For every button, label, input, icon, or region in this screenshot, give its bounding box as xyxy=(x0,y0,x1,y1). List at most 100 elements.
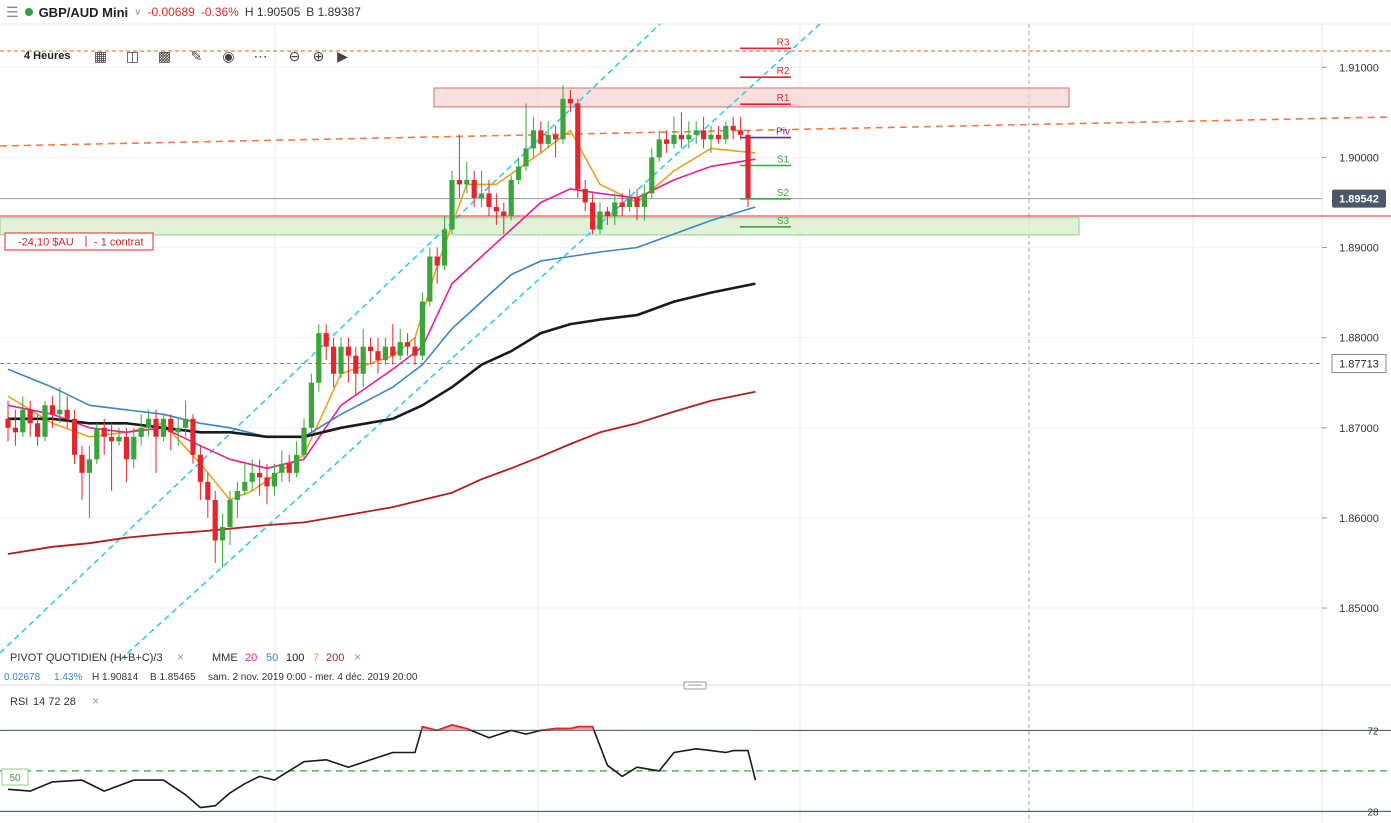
rsi-line-overbought xyxy=(420,724,595,731)
save-layout-icon[interactable]: ◫ xyxy=(125,48,140,64)
rsi-close-icon[interactable]: × xyxy=(92,694,99,708)
candle-body xyxy=(501,211,507,216)
ma-line-mme-100 xyxy=(8,282,756,439)
candle-body xyxy=(57,409,63,415)
candle-body xyxy=(427,256,433,302)
candle-body xyxy=(375,351,381,361)
current-price-label: 1.89542 xyxy=(1339,194,1379,206)
candle-body xyxy=(619,202,625,207)
pivot-close-icon[interactable]: × xyxy=(177,650,184,664)
rsi-mid-tag: 50 xyxy=(1,768,29,786)
rsi-legend-name[interactable]: RSI xyxy=(10,696,28,708)
candle-body xyxy=(553,134,559,140)
price-tick-label: 1.88000 xyxy=(1339,333,1379,345)
candle-body xyxy=(678,134,684,140)
candle-body xyxy=(508,179,514,216)
candle-body xyxy=(708,134,714,140)
session-high: H 1.90505 xyxy=(244,5,301,19)
ma-line-mme-20 xyxy=(7,158,756,470)
candle-body xyxy=(449,179,455,230)
channel-lower-line[interactable] xyxy=(119,23,821,661)
candle-body xyxy=(493,206,499,212)
candle-body xyxy=(205,481,211,500)
mme-period-20: 20 xyxy=(245,652,257,664)
rsi-overbought-fill xyxy=(421,724,595,731)
symbol-title[interactable]: GBP/AUD Mini xyxy=(38,4,129,20)
support-zone[interactable] xyxy=(0,217,1080,236)
visibility-eye-icon[interactable]: ◉ xyxy=(222,48,235,64)
current-price-tag: 1.89542 xyxy=(1332,189,1386,208)
candle-body xyxy=(456,179,462,185)
pivot-label-r2: R2 xyxy=(777,66,790,77)
candle-body xyxy=(412,346,418,356)
candle-body xyxy=(612,202,618,216)
scroll-to-end-icon[interactable]: ▶ xyxy=(337,48,348,64)
hamburger-menu-icon[interactable]: ☰ xyxy=(6,3,19,20)
trend-line[interactable] xyxy=(0,116,1391,147)
candle-body xyxy=(249,472,255,482)
pivot-label-s3: S3 xyxy=(777,216,790,227)
mme-period-100: 100 xyxy=(286,652,304,664)
candle-body xyxy=(138,427,144,437)
timeframe-selector[interactable]: 4 Heures xyxy=(24,50,71,62)
candle-body xyxy=(715,134,721,140)
candle-body xyxy=(227,499,233,527)
price-tick-label: 1.89000 xyxy=(1339,243,1379,255)
candle-body xyxy=(390,346,396,356)
candle-body xyxy=(123,436,129,460)
resistance-zone[interactable] xyxy=(433,87,1070,108)
more-options-icon[interactable]: ⋯ xyxy=(253,48,268,64)
symbol-dropdown-chevron-icon[interactable]: ∨ xyxy=(134,6,142,18)
mme-close-icon[interactable]: × xyxy=(354,650,361,664)
rsi-tick-label: 28 xyxy=(1367,807,1379,818)
candle-body xyxy=(634,197,640,207)
candle-body xyxy=(242,481,248,491)
candle-body xyxy=(301,427,307,455)
candle-body xyxy=(27,409,33,424)
candle-body xyxy=(649,157,655,194)
pivot-legend[interactable]: PIVOT QUOTIDIEN (H+B+C)/3 xyxy=(10,652,163,664)
candle-body xyxy=(94,427,100,460)
mme-legend-label[interactable]: MME xyxy=(212,652,238,664)
indicators-icon[interactable]: ▩ xyxy=(157,48,172,64)
candle-body xyxy=(153,418,159,437)
candle-body xyxy=(627,197,633,207)
pivot-label-r1: R1 xyxy=(777,93,790,104)
candle-body xyxy=(671,134,677,144)
zoom-out-icon[interactable]: ⊖ xyxy=(288,48,301,64)
candle-body xyxy=(5,418,11,428)
candle-body xyxy=(212,499,218,541)
candle-body xyxy=(738,130,744,135)
candle-body xyxy=(560,98,566,140)
position-tag[interactable]: -24,10 $AU - 1 contrat xyxy=(4,232,154,251)
calendar-icon[interactable]: ▦ xyxy=(93,48,108,64)
candle-body xyxy=(294,454,300,473)
candle-body xyxy=(486,193,492,207)
candle-body xyxy=(590,202,596,230)
candle-body xyxy=(641,193,647,207)
candle-body xyxy=(286,463,292,473)
session-bid: B 1.89387 xyxy=(306,5,361,19)
channel-upper-line[interactable] xyxy=(0,23,661,654)
candle-body xyxy=(183,418,189,428)
candle-body xyxy=(701,130,707,140)
candle-body xyxy=(234,490,240,500)
candle-body xyxy=(434,256,440,266)
price-change-percent: -0.36% xyxy=(200,5,239,19)
candle-body xyxy=(101,427,107,437)
candle-body xyxy=(597,211,603,230)
position-size: - 1 contrat xyxy=(94,237,144,249)
ma-line-mme-200 xyxy=(7,390,756,555)
draw-pencil-icon[interactable]: ✎ xyxy=(190,48,203,64)
pane-resize-handle[interactable] xyxy=(683,681,707,690)
candle-body xyxy=(190,418,196,455)
zoom-in-icon[interactable]: ⊕ xyxy=(312,48,325,64)
candle-body xyxy=(345,346,351,356)
candle-body xyxy=(664,139,670,144)
candle-body xyxy=(464,179,470,185)
candle-body xyxy=(567,98,573,104)
market-open-status-icon xyxy=(24,8,33,16)
candle-body xyxy=(20,409,26,433)
candle-body xyxy=(35,423,41,437)
